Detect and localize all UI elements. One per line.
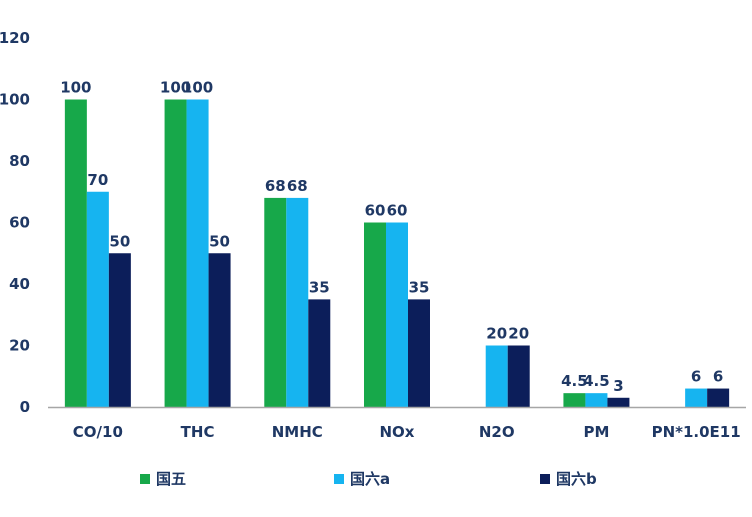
bar-1 <box>64 99 87 407</box>
bar-3 <box>707 388 730 407</box>
data-label: 68 <box>287 177 308 195</box>
data-label: 3 <box>613 377 623 395</box>
data-label: 68 <box>265 177 286 195</box>
x-tick-label: NMHC <box>272 423 323 441</box>
x-tick-label: NOx <box>380 423 415 441</box>
data-label: 6 <box>713 368 723 386</box>
data-label: 50 <box>209 232 230 250</box>
y-tick-label: 0 <box>20 398 30 416</box>
bar-3 <box>308 299 331 407</box>
legend-swatch <box>334 474 344 484</box>
legend-label: 国六a <box>350 470 390 488</box>
bars <box>64 99 730 407</box>
data-label: 20 <box>508 325 529 343</box>
y-tick-label: 120 <box>0 29 30 47</box>
legend-label: 国五 <box>156 470 186 488</box>
bar-2 <box>386 222 408 407</box>
data-label: 4.5 <box>583 372 610 390</box>
data-label: 4.5 <box>561 372 588 390</box>
data-label: 50 <box>109 232 130 250</box>
bar-1 <box>264 197 287 407</box>
legend-swatch <box>140 474 150 484</box>
bar-3 <box>108 253 131 407</box>
data-label: 35 <box>309 278 330 296</box>
legend: 国五 国六a 国六b <box>140 470 597 488</box>
data-label: 60 <box>387 202 408 220</box>
bar-2 <box>86 191 109 407</box>
bar-1 <box>563 393 586 407</box>
data-label: 100 <box>60 79 91 97</box>
x-tick-label: THC <box>181 423 215 441</box>
x-tick-label: N2O <box>479 423 515 441</box>
data-label: 6 <box>691 368 701 386</box>
y-axis-ticks: 0 20 40 60 80 100 120 <box>0 29 30 416</box>
data-label: 60 <box>365 202 386 220</box>
bar-1 <box>164 99 187 407</box>
bar-2 <box>585 393 608 407</box>
data-label: 20 <box>486 325 507 343</box>
bar-2 <box>685 388 708 407</box>
bar-2 <box>286 197 309 407</box>
legend-label: 国六b <box>556 470 597 488</box>
x-tick-label: PM <box>583 423 609 441</box>
x-tick-label: PN*1.0E11 <box>652 423 741 441</box>
legend-swatch <box>540 474 550 484</box>
data-label: 35 <box>409 278 430 296</box>
category-labels: CO/10 THC NMHC NOx N2O PM PN*1.0E11 <box>73 423 741 441</box>
x-tick-label: CO/10 <box>73 423 123 441</box>
y-tick-label: 80 <box>9 152 30 170</box>
y-tick-label: 40 <box>9 275 30 293</box>
data-label: 70 <box>87 171 108 189</box>
bar-3 <box>507 345 530 407</box>
y-tick-label: 100 <box>0 91 30 109</box>
bar-2 <box>485 345 508 407</box>
bar-3 <box>408 299 430 407</box>
bar-2 <box>186 99 209 407</box>
bar-3 <box>208 253 231 407</box>
bar-1 <box>364 222 386 407</box>
y-tick-label: 20 <box>9 337 30 355</box>
bar-3 <box>607 397 630 407</box>
data-label: 100 <box>182 79 213 97</box>
y-tick-label: 60 <box>9 214 30 232</box>
data-label: 100 <box>160 79 191 97</box>
